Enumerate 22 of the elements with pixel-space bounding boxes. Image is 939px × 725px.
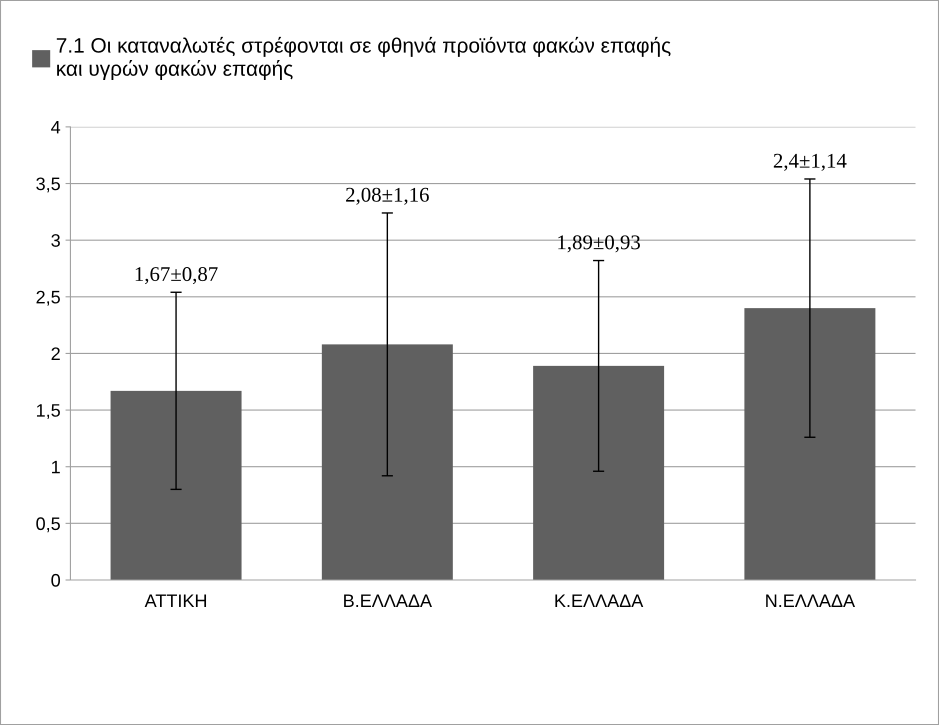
annotation: 1,89±0,93 — [558, 235, 640, 252]
x-tick-label: Κ.ΕΛΛΑΔΑ — [555, 594, 644, 607]
x-tick-label: Β.ΕΛΛΑΔΑ — [344, 594, 432, 607]
y-tick-label: 2 — [52, 347, 60, 360]
y-tick-label: 2,5 — [36, 290, 60, 306]
y-tick-label: 3,5 — [36, 177, 60, 192]
annotation: 2,4±1,14 — [774, 154, 847, 171]
bar — [744, 308, 876, 580]
x-tick-label: Ν.ΕΛΛΑΔΑ — [766, 594, 856, 607]
y-tick-label: 0,5 — [36, 517, 60, 532]
legend-label: 7.1 Οι καταναλωτές στρέφονται σε φθηνά προϊόντα φακών επαφής και υγρών φακών επαφής — [56, 36, 671, 80]
y-tick-label: 1,5 — [36, 404, 60, 419]
annotation: 2,08±1,16 — [346, 188, 429, 205]
bar — [110, 390, 242, 580]
bar — [533, 366, 664, 580]
y-tick-label: 3 — [51, 234, 60, 247]
bar — [322, 344, 453, 580]
y-tick-label: 4 — [51, 120, 60, 134]
annotation: 1,67±0,87 — [136, 267, 218, 284]
y-tick-label: 1 — [52, 460, 60, 474]
x-tick-label: ΑΤΤΙΚΗ — [144, 594, 206, 607]
y-tick-label: 0 — [51, 574, 60, 587]
